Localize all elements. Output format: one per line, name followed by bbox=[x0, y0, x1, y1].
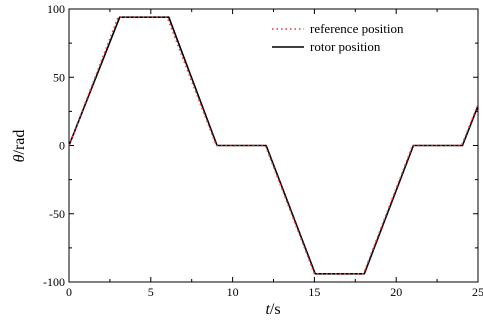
y-tick-label: 50 bbox=[53, 70, 65, 84]
legend-label-rotor: rotor position bbox=[310, 39, 381, 54]
tick-labels: 0 5 10 15 20 25 -100 -50 0 50 100 bbox=[43, 2, 483, 299]
x-tick-label: 5 bbox=[148, 285, 154, 299]
series-line-reference bbox=[68, 16, 479, 275]
x-axis-label: t/s bbox=[265, 301, 280, 318]
x-tick-label: 15 bbox=[308, 285, 320, 299]
legend: reference position rotor position bbox=[272, 21, 404, 54]
series-layer bbox=[68, 16, 479, 275]
y-tick-label: 100 bbox=[47, 2, 65, 16]
x-tick-label: 20 bbox=[390, 285, 402, 299]
x-tick-label: 25 bbox=[472, 285, 483, 299]
series-line-rotor bbox=[68, 16, 479, 275]
y-axis-label: θ/rad bbox=[11, 130, 28, 163]
x-tick-label: 0 bbox=[66, 285, 72, 299]
y-tick-label: 0 bbox=[59, 139, 65, 153]
y-tick-label: -100 bbox=[43, 275, 65, 289]
x-tick-label: 10 bbox=[227, 285, 239, 299]
legend-label-reference: reference position bbox=[310, 21, 404, 36]
y-tick-label: -50 bbox=[49, 207, 65, 221]
